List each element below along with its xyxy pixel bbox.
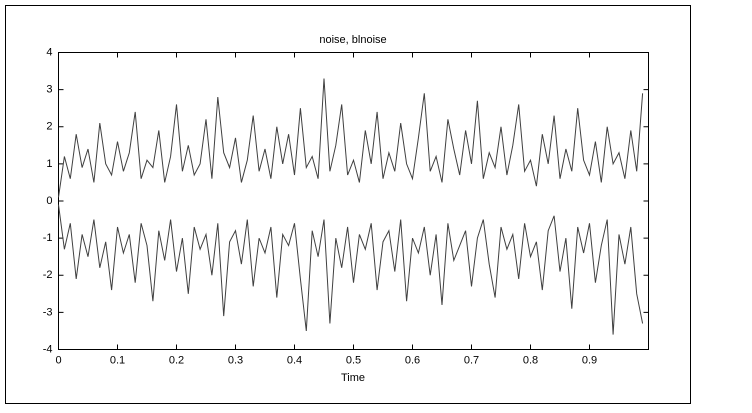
x-tick-label: 0.3 (228, 354, 243, 366)
y-tick-label: -4 (43, 343, 53, 355)
x-tick-label: 0.1 (110, 354, 125, 366)
x-tick-label: 0.8 (523, 354, 538, 366)
chart-title: noise, blnoise (319, 34, 386, 46)
y-tick-label: -3 (43, 306, 53, 318)
y-tick-label: 0 (46, 195, 52, 207)
axes-frame (58, 52, 649, 350)
series-line (58, 78, 644, 198)
x-tick-label: 0.4 (287, 354, 302, 366)
x-tick-label: 0 (55, 354, 61, 366)
y-tick-label: -2 (43, 269, 53, 281)
y-tick-label: 1 (46, 158, 52, 170)
x-tick-label: 0.2 (169, 354, 184, 366)
x-tick-label: 0.5 (346, 354, 361, 366)
x-tick-label: 0.6 (405, 354, 420, 366)
series-line (58, 204, 644, 335)
y-tick-label: 4 (46, 46, 52, 58)
x-axis-label: Time (341, 372, 365, 384)
y-tick-label: -1 (43, 232, 53, 244)
x-tick-label: 0.9 (582, 354, 597, 366)
y-tick-label: 3 (46, 84, 52, 96)
x-tick-label: 0.7 (464, 354, 479, 366)
y-tick-label: 2 (46, 121, 52, 133)
